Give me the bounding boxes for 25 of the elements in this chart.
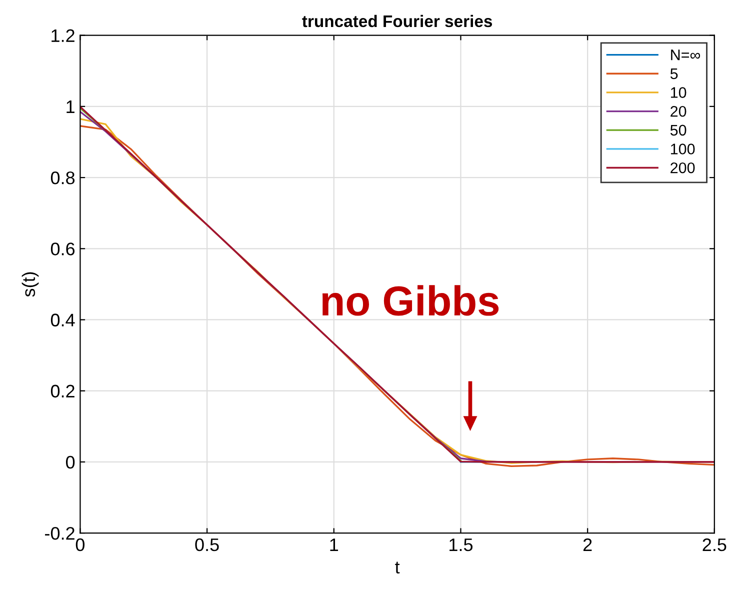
y-tick-label: 0.4: [50, 314, 75, 326]
x-axis-title: t: [395, 562, 400, 574]
legend-label: N=∞: [671, 50, 700, 60]
y-tick-label: 1: [66, 100, 74, 113]
legend-label: 5: [670, 68, 678, 80]
legend-label: 50: [670, 124, 686, 136]
y-tick-label: 0.6: [50, 242, 75, 256]
legend-label: 100: [670, 144, 695, 154]
legend-label: 200: [670, 162, 695, 174]
y-tick-label: 1.2: [52, 29, 74, 42]
chart-title: truncated Fourier series: [302, 14, 492, 28]
x-tick-label: 1.5: [450, 538, 473, 552]
y-tick-label: -0.2: [45, 526, 74, 540]
x-tick-label: 2.5: [702, 538, 726, 552]
y-axis-title: s(t): [22, 272, 39, 297]
y-tick-label: 0: [66, 456, 75, 469]
legend-label: 20: [670, 106, 686, 117]
x-tick-label: 0.5: [195, 538, 219, 552]
x-tick-label: 1: [330, 538, 338, 551]
y-tick-label: 0.8: [50, 171, 75, 184]
x-tick-label: 2: [583, 538, 592, 551]
annotation: no Gibbs: [322, 285, 499, 316]
x-tick-label: 0: [76, 538, 85, 552]
legend-label: 10: [670, 87, 686, 98]
y-tick-label: 0.2: [50, 384, 74, 398]
